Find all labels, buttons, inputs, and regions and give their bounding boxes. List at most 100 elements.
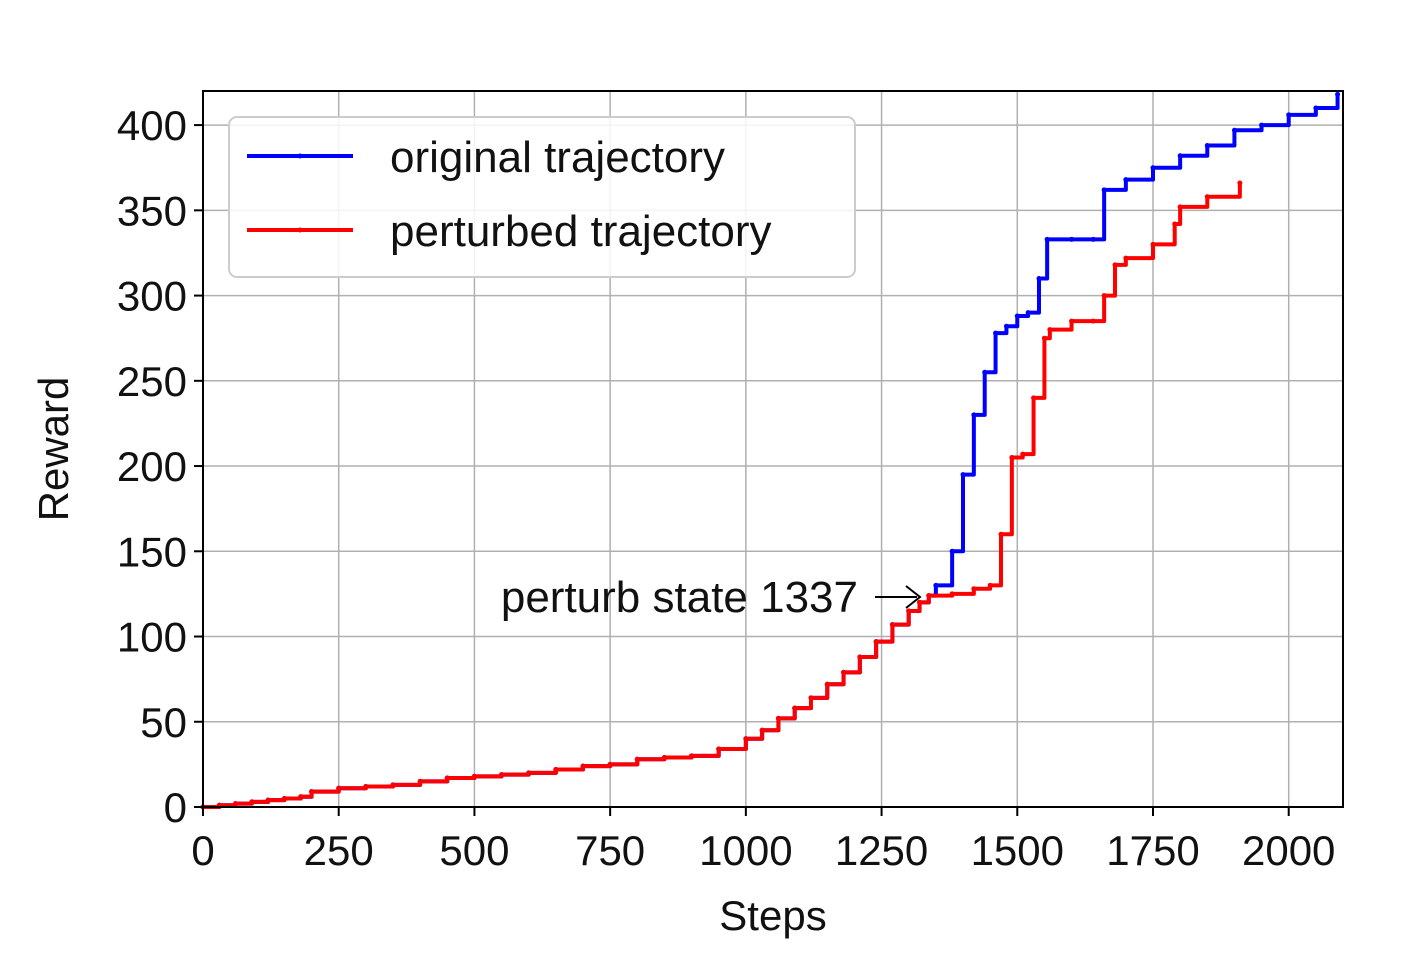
y-tick-label: 350 bbox=[117, 187, 187, 234]
perturbed-trajectory-point bbox=[889, 622, 895, 628]
perturbed-trajectory-point bbox=[1031, 395, 1037, 401]
perturbed-trajectory-point bbox=[873, 639, 879, 645]
perturbed-trajectory-point bbox=[824, 681, 830, 687]
legend-original-label: original trajectory bbox=[390, 133, 725, 182]
perturbed-trajectory-point bbox=[471, 773, 477, 779]
perturbed-trajectory-point bbox=[553, 766, 559, 772]
legend-box bbox=[228, 116, 856, 278]
original-trajectory-point bbox=[1003, 323, 1009, 329]
original-trajectory-point bbox=[933, 582, 939, 588]
perturbed-trajectory-point bbox=[1150, 241, 1156, 247]
y-axis-label: Reward bbox=[30, 377, 77, 522]
perturbed-trajectory-point bbox=[444, 775, 450, 781]
x-axis-label: Steps bbox=[719, 892, 826, 939]
x-tick-label: 500 bbox=[439, 827, 509, 874]
legend-perturbed-label: perturbed trajectory bbox=[390, 207, 772, 256]
perturbed-trajectory-point bbox=[1020, 451, 1026, 457]
y-tick-label: 150 bbox=[117, 528, 187, 575]
original-trajectory-point bbox=[971, 412, 977, 418]
perturbed-trajectory-point bbox=[759, 727, 765, 733]
perturbed-trajectory-point bbox=[808, 695, 814, 701]
perturbed-trajectory-point bbox=[580, 763, 586, 769]
original-trajectory-point bbox=[949, 548, 955, 554]
perturbed-trajectory-point bbox=[689, 753, 695, 759]
original-trajectory-point bbox=[1231, 127, 1237, 133]
original-trajectory-point bbox=[1150, 165, 1156, 171]
perturbed-trajectory-point bbox=[363, 784, 369, 790]
perturbed-trajectory-point bbox=[1204, 194, 1210, 200]
original-trajectory-point bbox=[1259, 122, 1265, 128]
perturbed-trajectory-point bbox=[336, 785, 342, 791]
perturbed-trajectory-point bbox=[949, 591, 955, 597]
original-trajectory-point bbox=[982, 369, 988, 375]
perturbed-trajectory-point bbox=[775, 715, 781, 721]
perturbed-trajectory-point bbox=[526, 770, 532, 776]
x-tick-label: 2000 bbox=[1242, 827, 1335, 874]
perturbed-trajectory-point bbox=[265, 797, 271, 803]
original-trajectory-point bbox=[1090, 236, 1096, 242]
perturbed-trajectory-point bbox=[1237, 180, 1243, 186]
perturbed-trajectory-point bbox=[792, 705, 798, 711]
perturbed-trajectory-point bbox=[298, 794, 304, 800]
original-trajectory-point bbox=[1044, 236, 1050, 242]
perturbed-trajectory-point bbox=[1101, 293, 1107, 299]
perturbed-trajectory-point bbox=[417, 778, 423, 784]
perturbed-trajectory-point bbox=[971, 586, 977, 592]
y-tick-label: 200 bbox=[117, 443, 187, 490]
perturbed-trajectory-point bbox=[281, 795, 287, 801]
y-tick-label: 100 bbox=[117, 614, 187, 661]
perturbed-trajectory-point bbox=[1112, 262, 1118, 268]
perturbed-trajectory-point bbox=[233, 801, 239, 807]
original-trajectory-point bbox=[1313, 105, 1319, 111]
perturbed-trajectory-point bbox=[661, 755, 667, 761]
y-tick-label: 0 bbox=[164, 784, 187, 831]
legend: original trajectory perturbed trajectory bbox=[228, 116, 856, 278]
original-trajectory-point bbox=[1286, 112, 1292, 118]
original-trajectory-point bbox=[1335, 91, 1341, 97]
legend-perturbed-marker bbox=[297, 227, 303, 233]
x-tick-label: 0 bbox=[191, 827, 214, 874]
annotation-text: perturb state 1337 bbox=[501, 573, 858, 622]
perturbed-trajectory-point bbox=[607, 761, 613, 767]
original-trajectory-point bbox=[1069, 236, 1075, 242]
perturbed-trajectory-point bbox=[743, 736, 749, 742]
original-trajectory-point bbox=[1014, 313, 1020, 319]
perturbed-trajectory-point bbox=[1177, 204, 1183, 210]
annotation-arrow-head bbox=[905, 585, 922, 609]
perturbed-trajectory-point bbox=[998, 531, 1004, 537]
original-trajectory-point bbox=[993, 330, 999, 336]
x-tick-label: 750 bbox=[575, 827, 645, 874]
y-tick-label: 300 bbox=[117, 273, 187, 320]
x-tick-label: 250 bbox=[304, 827, 374, 874]
original-trajectory-point bbox=[1177, 153, 1183, 159]
x-tick-label: 1750 bbox=[1106, 827, 1199, 874]
original-trajectory-point bbox=[1036, 276, 1042, 282]
x-tick-label: 1250 bbox=[835, 827, 928, 874]
perturbed-trajectory-point bbox=[1047, 327, 1053, 333]
perturbed-trajectory-point bbox=[1069, 318, 1075, 324]
perturbed-trajectory-point bbox=[390, 782, 396, 788]
x-tick-label: 1000 bbox=[699, 827, 792, 874]
annotation-layer: perturb state 1337 bbox=[501, 573, 922, 622]
original-trajectory-point bbox=[960, 472, 966, 478]
perturbed-trajectory-point bbox=[1090, 318, 1096, 324]
plot-frame bbox=[202, 90, 1344, 808]
perturbed-trajectory-point bbox=[309, 789, 315, 795]
original-trajectory-point bbox=[1204, 143, 1210, 149]
series-layer bbox=[200, 91, 1341, 810]
perturbed-trajectory-point bbox=[1041, 335, 1047, 341]
perturbed-trajectory-point bbox=[716, 746, 722, 752]
perturbed-trajectory-point bbox=[841, 669, 847, 675]
ticks-layer: 0 250 500 750 1000 1250 1500 1750 2000 0 50 100 150 2… bbox=[117, 102, 1336, 874]
original-trajectory-point bbox=[1101, 187, 1107, 193]
perturbed-trajectory-point bbox=[1123, 255, 1129, 261]
perturbed-trajectory-point bbox=[1009, 455, 1015, 461]
perturbed-trajectory-point bbox=[499, 772, 505, 778]
perturbed-trajectory-point bbox=[249, 799, 255, 805]
perturbed-trajectory-point bbox=[917, 599, 923, 605]
legend-original-marker bbox=[297, 153, 303, 159]
perturbed-trajectory-point bbox=[906, 608, 912, 614]
y-tick-label: 250 bbox=[117, 358, 187, 405]
y-tick-label: 50 bbox=[140, 699, 187, 746]
